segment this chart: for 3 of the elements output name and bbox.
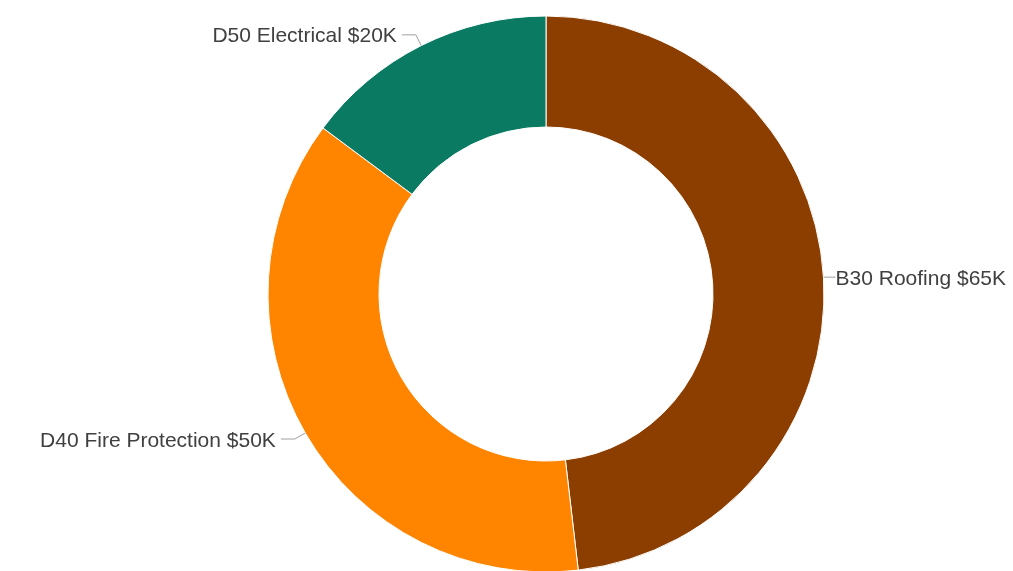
slice-label: D40 Fire Protection $50K (40, 427, 276, 451)
slice-label: B30 Roofing $65K (835, 265, 1007, 289)
slice-label: D50 Electrical $20K (212, 23, 397, 47)
